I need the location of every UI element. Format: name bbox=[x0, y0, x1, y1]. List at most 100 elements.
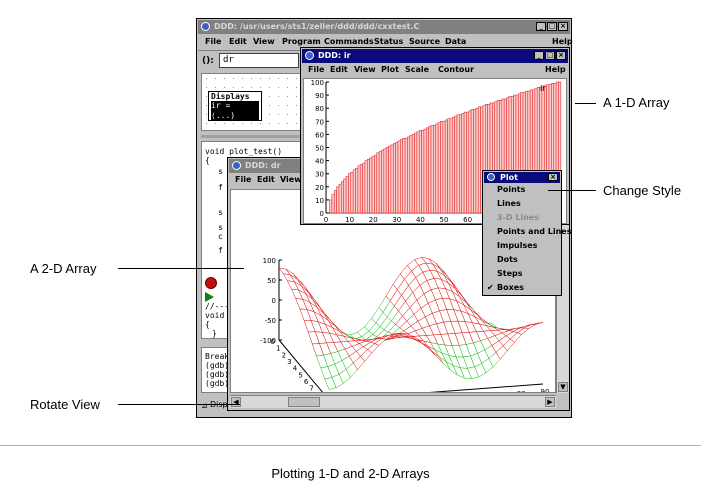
menu-data[interactable]: Data bbox=[445, 37, 467, 46]
minimize-icon[interactable]: _ bbox=[534, 51, 544, 60]
dr-menu-bar: File Edit View bbox=[229, 173, 568, 187]
y-tick-label: 1 bbox=[276, 345, 280, 353]
ir-title-bar[interactable]: DDD: ir _ □ × bbox=[302, 49, 568, 63]
bar bbox=[371, 156, 375, 214]
bar bbox=[459, 114, 462, 214]
source-line: c bbox=[218, 232, 223, 241]
bar bbox=[355, 168, 359, 214]
z-tick-label: 50 bbox=[267, 277, 276, 285]
bar bbox=[473, 109, 477, 214]
close-icon[interactable]: × bbox=[548, 173, 558, 181]
dr-horizontal-scrollbar[interactable]: ◀ ▶ bbox=[230, 395, 556, 408]
bar bbox=[404, 138, 408, 214]
bar bbox=[463, 111, 467, 214]
menu-status[interactable]: Status bbox=[374, 37, 404, 46]
menu-source[interactable]: Source bbox=[409, 37, 441, 46]
bar bbox=[397, 140, 401, 214]
close-icon[interactable]: × bbox=[556, 51, 566, 60]
plot-menu-item[interactable]: Lines bbox=[497, 199, 521, 208]
bar bbox=[341, 181, 345, 214]
breakpoint-stop-icon[interactable] bbox=[205, 277, 217, 289]
series-label-ir: ir bbox=[540, 84, 546, 93]
plot-menu-item[interactable]: Boxes bbox=[497, 283, 524, 292]
bar bbox=[440, 120, 444, 214]
source-line: } bbox=[212, 329, 217, 338]
x-tick-label: 20 bbox=[369, 216, 378, 223]
menu-view[interactable]: View bbox=[354, 65, 376, 74]
display-row-dr[interactable]: dr = (...) bbox=[211, 110, 260, 119]
scroll-right-icon[interactable]: ▶ bbox=[545, 397, 555, 407]
scroll-down-icon[interactable]: ▼ bbox=[558, 382, 568, 392]
menu-edit[interactable]: Edit bbox=[229, 37, 247, 46]
bar bbox=[414, 132, 418, 214]
data-display-area[interactable]: Displays ir = (...) dr = (...) bbox=[201, 73, 305, 131]
menu-plot[interactable]: Plot bbox=[381, 65, 399, 74]
surface-plot[interactable]: 100500-50-100010203040506070809001234567… bbox=[231, 190, 555, 392]
y-tick-label: 40 bbox=[315, 158, 324, 166]
y-tick-label: 100 bbox=[311, 79, 324, 87]
plot-menu-item[interactable]: Impulses bbox=[497, 241, 538, 250]
menu-view[interactable]: View bbox=[280, 175, 302, 184]
argument-value: dr bbox=[223, 55, 234, 65]
minimize-icon[interactable]: _ bbox=[536, 22, 546, 31]
y-tick-label: 80 bbox=[315, 105, 324, 113]
bar bbox=[366, 158, 370, 214]
menu-file[interactable]: File bbox=[308, 65, 325, 74]
menu-file[interactable]: File bbox=[205, 37, 222, 46]
bar bbox=[383, 148, 387, 214]
menu-commands[interactable]: Commands bbox=[324, 37, 374, 46]
maximize-icon[interactable]: □ bbox=[545, 51, 555, 60]
bar bbox=[378, 151, 382, 214]
scroll-thumb[interactable] bbox=[288, 397, 320, 407]
menu-program[interactable]: Program bbox=[282, 37, 321, 46]
display-row-ir[interactable]: ir = (...) bbox=[211, 101, 259, 121]
x-axis bbox=[429, 383, 544, 392]
main-title-bar[interactable]: DDD: /usr/users/sts1/zeller/ddd/ddd/cxxt… bbox=[198, 20, 570, 34]
menu-scale[interactable]: Scale bbox=[405, 65, 430, 74]
source-line: s bbox=[218, 223, 223, 232]
menu-contour[interactable]: Contour bbox=[438, 65, 475, 74]
plot-menu-item[interactable]: Dots bbox=[497, 255, 518, 264]
menu-file[interactable]: File bbox=[235, 175, 252, 184]
argument-field[interactable]: dr bbox=[219, 53, 299, 68]
x-tick-label: 50 bbox=[440, 216, 449, 223]
bar bbox=[390, 144, 394, 214]
scroll-left-icon[interactable]: ◀ bbox=[231, 397, 241, 407]
bar bbox=[468, 110, 472, 214]
plot-menu-item[interactable]: Points bbox=[497, 185, 526, 194]
console-line: (gdb) bbox=[205, 370, 230, 379]
menu-help[interactable]: Help bbox=[552, 37, 573, 46]
bar bbox=[364, 160, 368, 214]
plot-menu-item[interactable]: Points and Lines bbox=[497, 227, 572, 236]
console-line: Breakp bbox=[205, 352, 234, 361]
callout-line-1d bbox=[575, 103, 596, 104]
plot-menu-title-bar[interactable]: Plot × bbox=[484, 172, 560, 183]
x-tick-label: 0 bbox=[324, 216, 328, 223]
menu-edit[interactable]: Edit bbox=[257, 175, 275, 184]
source-line: { bbox=[205, 320, 210, 329]
plot-menu-item[interactable]: Steps bbox=[497, 269, 523, 278]
menu-edit[interactable]: Edit bbox=[330, 65, 348, 74]
menu-help[interactable]: Help bbox=[545, 65, 566, 74]
bar-plot[interactable]: 0102030405060708090100010203040506070809… bbox=[304, 79, 566, 223]
bar bbox=[475, 107, 479, 214]
y-axis bbox=[278, 339, 323, 392]
bar bbox=[359, 164, 363, 214]
source-line: s bbox=[218, 208, 223, 217]
menu-view[interactable]: View bbox=[253, 37, 275, 46]
bar bbox=[357, 165, 361, 214]
x-tick-label: 30 bbox=[392, 216, 401, 223]
maximize-icon[interactable]: □ bbox=[547, 22, 557, 31]
y-tick-label: 50 bbox=[315, 145, 324, 153]
y-tick-label: 8 bbox=[315, 391, 319, 392]
bar bbox=[416, 131, 420, 214]
plot-menu-item: 3-D Lines bbox=[497, 213, 540, 222]
close-icon[interactable]: × bbox=[558, 22, 568, 31]
bar bbox=[336, 186, 340, 214]
ddd-logo-icon bbox=[305, 51, 314, 60]
displays-title: Displays bbox=[211, 92, 250, 101]
callout-change-style: Change Style bbox=[603, 183, 682, 198]
y-tick-label: 0 bbox=[271, 338, 275, 346]
displays-box[interactable]: Displays ir = (...) dr = (...) bbox=[208, 91, 262, 121]
y-tick-label: 70 bbox=[315, 118, 324, 126]
